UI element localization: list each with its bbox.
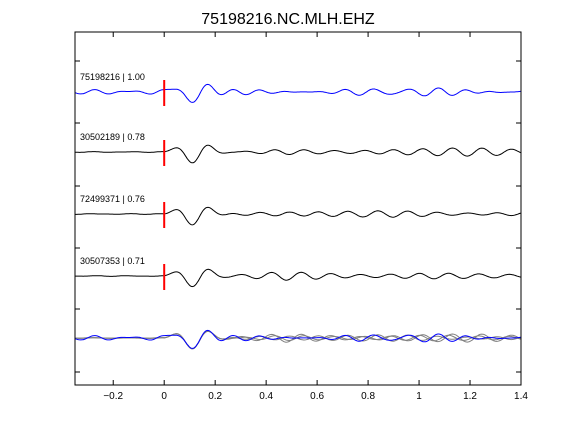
trace-labels: 75198216 | 1.00 30502189 | 0.78 72499371 |… xyxy=(80,72,145,266)
x-tick-label: 1.4 xyxy=(514,391,528,402)
trace-30502189 xyxy=(74,144,521,164)
trace-label-30502189: 30502189 | 0.78 xyxy=(80,132,145,142)
x-tick-label: 0.2 xyxy=(208,391,222,402)
axis-ticks: −0.2 0 0.2 0.4 0.6 0.8 1 1.2 1.4 xyxy=(75,32,528,402)
trace-75198216 xyxy=(74,83,521,103)
traces-group xyxy=(74,83,521,350)
trace-label-30507353: 30507353 | 0.71 xyxy=(80,256,145,266)
x-tick-label: 0 xyxy=(161,391,167,402)
x-tick-label: −0.2 xyxy=(103,391,123,402)
trace-72499371 xyxy=(75,206,521,226)
x-tick-label: 0.4 xyxy=(259,391,273,402)
x-tick-label: 0.8 xyxy=(361,391,375,402)
trace-30507353 xyxy=(75,268,521,288)
chart-title: 75198216.NC.MLH.EHZ xyxy=(201,11,375,28)
stack-trace-30507353 xyxy=(75,330,521,350)
stack-trace-75198216 xyxy=(74,329,521,349)
x-tick-label: 1 xyxy=(416,391,422,402)
trace-label-75198216: 75198216 | 1.00 xyxy=(80,72,145,82)
trace-label-72499371: 72499371 | 0.76 xyxy=(80,194,145,204)
x-tick-label: 0.6 xyxy=(310,391,324,402)
x-tick-label: 1.2 xyxy=(463,391,477,402)
stack-trace-30502189 xyxy=(74,330,521,350)
axes-frame xyxy=(74,31,522,386)
